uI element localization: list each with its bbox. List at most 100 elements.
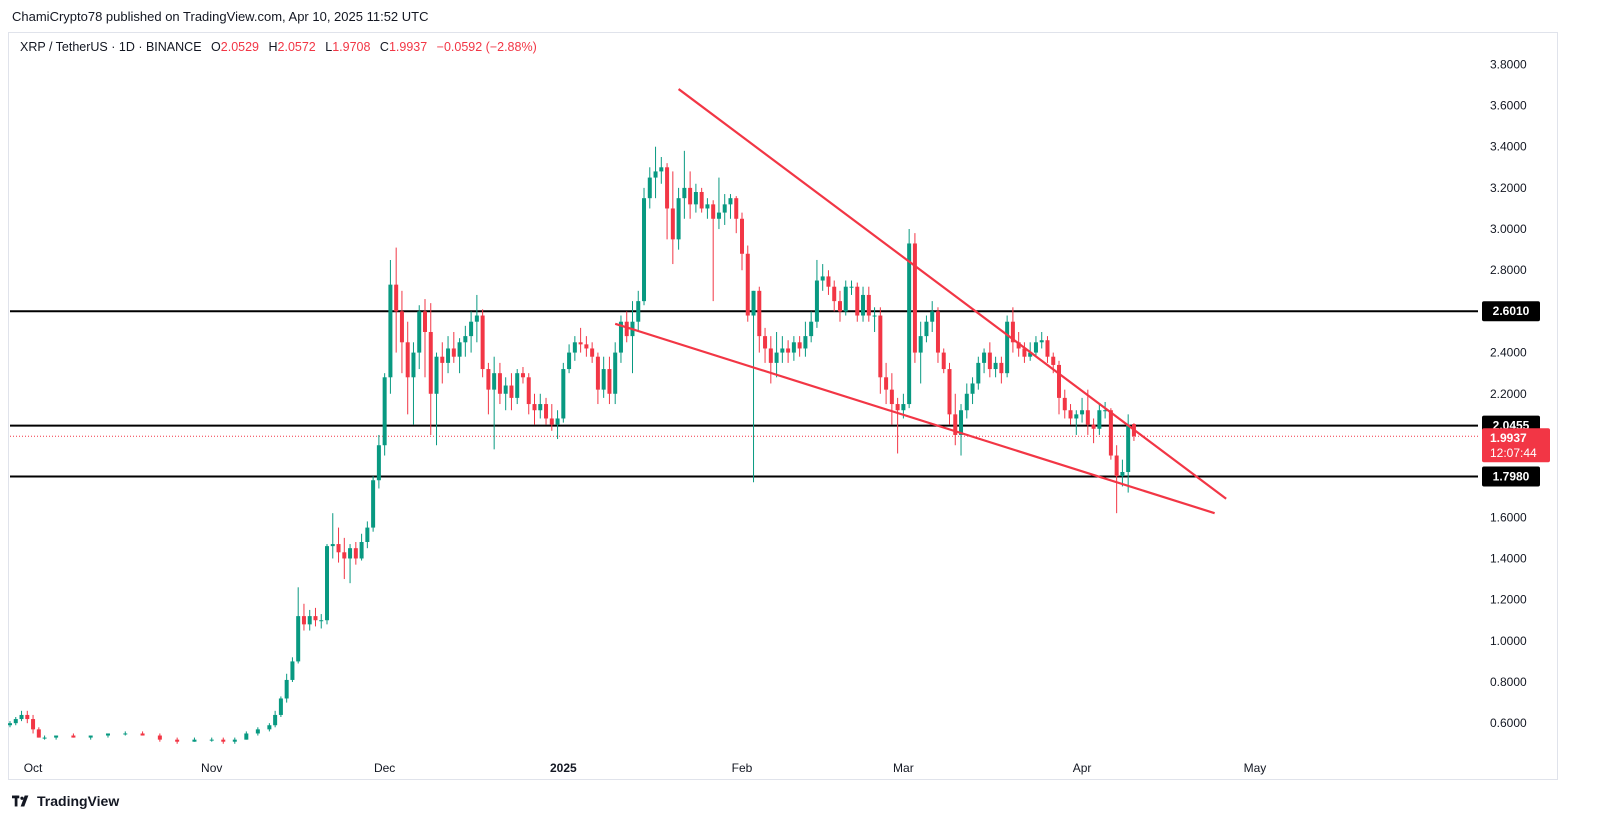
candle-body <box>474 315 479 322</box>
candle-body <box>267 725 272 730</box>
candle-body <box>376 445 381 481</box>
candle-body <box>105 733 110 736</box>
candle-body <box>221 739 226 742</box>
candle-body <box>976 362 981 384</box>
footer-brand[interactable]: TradingView <box>12 793 119 809</box>
candle-body <box>901 404 906 411</box>
countdown-label: 12:07:44 <box>1490 446 1537 460</box>
candle-body <box>486 369 491 390</box>
candle-body <box>353 548 358 559</box>
candle-body <box>993 362 998 370</box>
brand-name: TradingView <box>37 793 120 809</box>
candle-body <box>532 404 537 411</box>
candle-body <box>872 315 877 317</box>
candle-body <box>307 616 312 625</box>
candle-body <box>670 208 675 240</box>
candle-body <box>278 698 283 715</box>
candle-body <box>578 342 583 345</box>
candle-body <box>13 719 18 724</box>
candle-body <box>982 352 987 363</box>
candle-body <box>492 373 497 390</box>
current-price-label: 1.9937 <box>1490 431 1527 445</box>
candle-body <box>786 348 791 353</box>
candle-body <box>595 356 600 390</box>
candle-body <box>19 714 24 720</box>
candle-body <box>653 171 658 178</box>
candle-body <box>555 418 560 425</box>
low-key: L <box>325 40 333 54</box>
candle-body <box>907 243 912 405</box>
y-tick-label: 3.2000 <box>1490 181 1527 195</box>
y-tick-label: 3.4000 <box>1490 140 1527 154</box>
candle-body <box>382 377 387 446</box>
candle-body <box>745 253 750 316</box>
candle-body <box>722 204 727 213</box>
candle-body <box>642 198 647 302</box>
candle-body <box>889 389 894 405</box>
candle-body <box>1120 472 1125 477</box>
trendline <box>677 88 1227 500</box>
candle-body <box>1080 410 1085 415</box>
close-value: 1.9937 <box>388 40 428 54</box>
open-value: 2.0529 <box>220 40 259 54</box>
candle-body <box>832 286 837 302</box>
candle-body <box>88 735 93 738</box>
candle-body <box>774 352 779 363</box>
y-tick-label: 2.4000 <box>1490 346 1527 360</box>
y-tick-label: 3.0000 <box>1490 222 1527 236</box>
candle-body <box>446 348 451 363</box>
candle-body <box>930 311 935 322</box>
candle-body <box>601 369 606 390</box>
candle-body <box>1085 410 1090 425</box>
candle-body <box>463 336 468 343</box>
candle-body <box>469 321 474 337</box>
x-tick-label: Oct <box>24 761 43 775</box>
candle-body <box>417 311 422 353</box>
candle-body <box>1062 397 1067 411</box>
candle-body <box>515 373 520 398</box>
candle-body <box>457 342 462 357</box>
candle-body <box>325 546 330 621</box>
candle-body <box>330 544 335 547</box>
candle-body <box>336 544 341 553</box>
high-value: 2.0572 <box>277 40 316 54</box>
candle-body <box>301 616 306 625</box>
candle-body <box>1097 410 1102 429</box>
candle-body <box>855 286 860 316</box>
candle-body <box>284 679 289 699</box>
candle-body <box>970 383 975 394</box>
candle-body <box>734 198 739 219</box>
candle-body <box>1108 410 1113 456</box>
candle-body <box>740 218 744 254</box>
symbol-label[interactable]: XRP / TetherUS · 1D · BINANCE <box>20 40 202 54</box>
level-badge <box>1482 301 1540 322</box>
candle-body <box>1010 321 1015 343</box>
current-price-badge <box>1482 428 1550 463</box>
candle-body <box>509 385 514 398</box>
candle-body <box>1126 424 1131 472</box>
candle-body <box>849 286 854 288</box>
level-badge <box>1482 466 1540 487</box>
candle-body <box>884 377 889 390</box>
level-label: 1.7980 <box>1493 470 1530 484</box>
candle-body <box>544 404 549 419</box>
candle-body <box>8 723 12 726</box>
candle-body <box>348 548 353 559</box>
change-value: −0.0592 (−2.88%) <box>436 40 537 54</box>
candle-body <box>371 480 376 528</box>
candle-body <box>192 739 197 742</box>
y-tick-label: 2.2000 <box>1490 387 1527 401</box>
publish-line: ChamiCrypto78 published on TradingView.c… <box>12 9 429 24</box>
candle-body <box>428 332 433 394</box>
candle-body <box>394 284 399 312</box>
y-tick-label: 1.4000 <box>1490 551 1527 565</box>
candle-body <box>1005 321 1010 374</box>
candle-body <box>388 284 393 378</box>
candle-body <box>399 311 404 343</box>
candle-body <box>1051 356 1056 365</box>
candle-body <box>618 321 623 353</box>
candle-body <box>31 719 36 730</box>
candle-body <box>820 276 825 281</box>
candle-body <box>624 321 629 337</box>
